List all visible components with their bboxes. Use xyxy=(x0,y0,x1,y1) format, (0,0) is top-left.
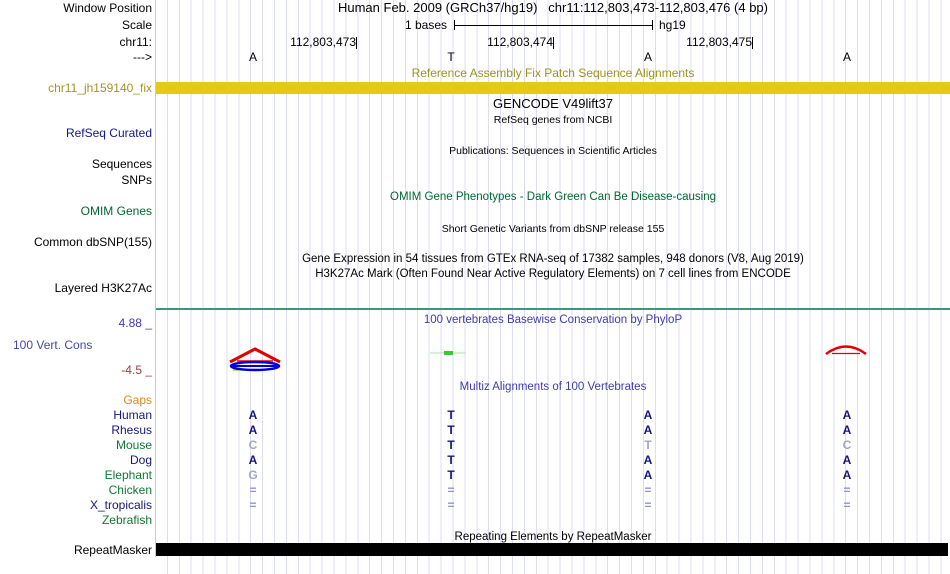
reference-base: A xyxy=(842,50,851,64)
species-label-human[interactable]: Human xyxy=(113,408,152,422)
align-base: A xyxy=(248,423,258,437)
track-label-repeatmasker[interactable]: RepeatMasker xyxy=(73,543,152,557)
track-label-gaps[interactable]: Gaps xyxy=(123,393,152,407)
chromosome-label: chr11: xyxy=(119,35,152,49)
position-tick-label: 112,803,475 xyxy=(686,35,752,49)
phylop-max-value: 4.88 _ xyxy=(118,316,152,330)
track-title-omim[interactable]: OMIM Gene Phenotypes - Dark Green Can Be… xyxy=(390,191,716,203)
conservation-glyph-column1 xyxy=(229,347,281,372)
position-tick xyxy=(356,37,357,49)
align-base: T xyxy=(447,438,455,452)
species-label-mouse[interactable]: Mouse xyxy=(115,438,152,452)
species-label-rhesus[interactable]: Rhesus xyxy=(111,423,152,437)
track-label-100-vert-cons[interactable]: 100 Vert. Cons xyxy=(13,338,93,352)
base-gridlines xyxy=(156,0,950,574)
align-base-mismatch: G xyxy=(248,468,258,482)
track-label-sequences[interactable]: Sequences xyxy=(91,157,152,171)
track-title-dbsnp[interactable]: Short Genetic Variants from dbSNP releas… xyxy=(441,223,665,235)
track-title-repeatmasker[interactable]: Repeating Elements by RepeatMasker xyxy=(454,531,652,543)
align-base: A xyxy=(643,408,653,422)
align-gap-mark: = xyxy=(447,483,455,497)
section-separator-line xyxy=(156,308,950,310)
align-base: A xyxy=(643,468,653,482)
conservation-glyph-column2 xyxy=(430,351,466,355)
track-subtitle-refseq[interactable]: RefSeq genes from NCBI xyxy=(493,114,613,126)
species-label-chicken[interactable]: Chicken xyxy=(108,483,152,497)
position-tick-label: 112,803,474 xyxy=(487,35,553,49)
reference-base: A xyxy=(643,50,652,64)
scale-bar xyxy=(454,20,653,30)
strand-arrow-label: ---> xyxy=(133,50,152,64)
position-tick xyxy=(752,37,753,49)
track-label-refseq-curated[interactable]: RefSeq Curated xyxy=(65,126,152,140)
align-gap-mark: = xyxy=(843,498,851,512)
align-base-mismatch: C xyxy=(248,438,258,452)
track-title-multiz[interactable]: Multiz Alignments of 100 Vertebrates xyxy=(459,381,647,393)
track-title-fix-patch[interactable]: Reference Assembly Fix Patch Sequence Al… xyxy=(411,66,695,80)
align-base: A xyxy=(842,408,852,422)
conservation-glyph-column4 xyxy=(825,345,867,356)
align-base: A xyxy=(842,453,852,467)
align-base-mismatch: C xyxy=(842,438,852,452)
track-title-gtex[interactable]: Gene Expression in 54 tissues from GTEx … xyxy=(302,253,804,265)
track-title-gencode[interactable]: GENCODE V49lift37 xyxy=(493,96,613,111)
align-base: T xyxy=(447,408,455,422)
track-title-phylop[interactable]: 100 vertebrates Basewise Conservation by… xyxy=(423,314,683,326)
cursor-guide-line xyxy=(155,0,156,557)
position-tick-label: 112,803,473 xyxy=(290,35,356,49)
track-title-h3k27ac[interactable]: H3K27Ac Mark (Often Found Near Active Re… xyxy=(315,268,791,280)
align-gap-mark: = xyxy=(249,498,257,512)
assembly-position-title: Human Feb. 2009 (GRCh37/hg19) chr11:112,… xyxy=(337,0,768,15)
align-base-mismatch: T xyxy=(644,438,652,452)
track-title-publications[interactable]: Publications: Sequences in Scientific Ar… xyxy=(449,145,657,157)
align-base: A xyxy=(643,453,653,467)
species-label-zebrafish[interactable]: Zebrafish xyxy=(101,513,152,527)
track-label-omim-genes[interactable]: OMIM Genes xyxy=(80,204,152,218)
scale-label: Scale xyxy=(121,18,152,32)
species-label-x-tropicalis[interactable]: X_tropicalis xyxy=(89,498,152,512)
position-tick xyxy=(553,37,554,49)
track-label-snps[interactable]: SNPs xyxy=(121,173,152,187)
scale-value: 1 bases xyxy=(404,18,447,32)
align-base: A xyxy=(842,423,852,437)
fix-patch-bar[interactable] xyxy=(156,82,950,94)
repeatmasker-bar[interactable] xyxy=(156,543,948,556)
reference-base: T xyxy=(447,50,455,64)
align-gap-mark: = xyxy=(447,498,455,512)
align-base: T xyxy=(447,468,455,482)
align-gap-mark: = xyxy=(644,483,652,497)
track-label-common-dbsnp[interactable]: Common dbSNP(155) xyxy=(33,235,152,249)
track-label-fix-patch[interactable]: chr11_jh159140_fix xyxy=(48,81,152,95)
align-base: A xyxy=(248,408,258,422)
phylop-min-value: -4.5 _ xyxy=(121,363,152,377)
align-gap-mark: = xyxy=(249,483,257,497)
window-position-label: Window Position xyxy=(63,1,152,15)
align-base: T xyxy=(447,423,455,437)
align-base: A xyxy=(842,468,852,482)
align-base: A xyxy=(248,453,258,467)
align-base: T xyxy=(447,453,455,467)
species-label-dog[interactable]: Dog xyxy=(129,453,152,467)
track-label-layered-h3k27ac[interactable]: Layered H3K27Ac xyxy=(54,281,152,295)
align-gap-mark: = xyxy=(843,483,851,497)
species-label-elephant[interactable]: Elephant xyxy=(104,468,152,482)
reference-base: A xyxy=(248,50,257,64)
align-gap-mark: = xyxy=(644,498,652,512)
assembly-name: hg19 xyxy=(659,18,686,32)
align-base: A xyxy=(643,423,653,437)
